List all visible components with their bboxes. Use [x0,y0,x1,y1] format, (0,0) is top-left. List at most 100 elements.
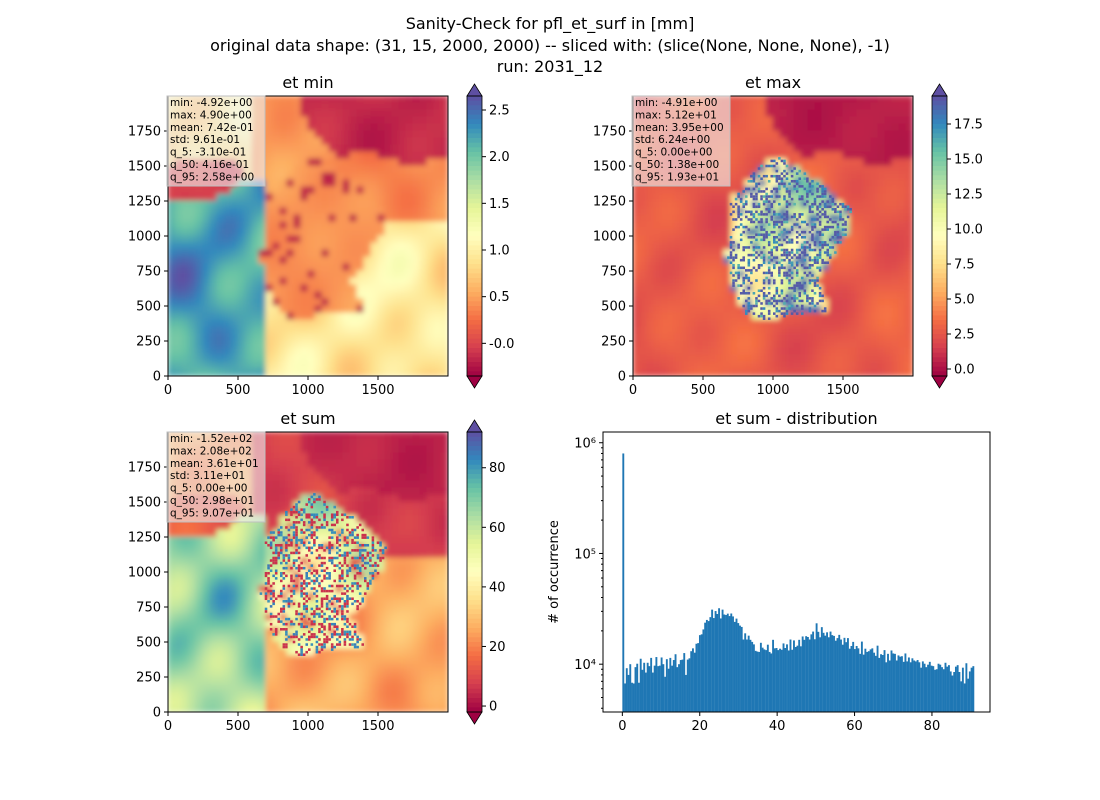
heatmap-speckle-cell [745,312,748,315]
heatmap-cell [891,319,900,328]
heatmap-cell [779,207,788,216]
heatmap-cell [279,102,288,111]
heatmap-cell [877,96,886,104]
heatmap-cell [905,347,913,356]
heatmap-cell [293,263,302,272]
heatmap-cell [258,347,267,356]
heatmap-cell [646,228,655,237]
heatmap-cell [300,459,309,468]
heatmap-cell [405,165,414,174]
heatmap-cell [744,96,753,104]
heatmap-speckle-cell [752,174,756,178]
stats-line: min: -4.91e+00 [635,97,717,109]
heatmap-cell [856,137,865,146]
heatmap-cell [363,536,372,545]
y-tick-label: 1000 [128,230,161,245]
colorbar-segment [467,166,482,172]
heatmap-cell [412,522,421,531]
heatmap-speckle-cell [816,261,819,264]
heatmap-cell [321,165,330,174]
heatmap-cell [321,452,330,461]
colorbar-segment [467,371,482,377]
heatmap-cell [307,494,316,503]
heatmap-speckle-cell [818,223,822,226]
heatmap-cell [230,270,239,279]
heatmap-cell [216,312,225,321]
heatmap-cell [384,298,393,307]
heatmap-speckle-cell [742,304,745,308]
heatmap-cell [793,305,802,314]
heatmap-speckle-cell [813,284,817,287]
heatmap-speckle-cell [813,225,817,229]
heatmap-speckle-cell [745,274,748,277]
heatmap-cell [223,235,232,244]
heatmap-cell [391,347,400,356]
heatmap-cell [688,340,697,349]
colorbar-segment [932,226,947,232]
heatmap-cell [223,557,232,566]
heatmap-cell [849,326,858,335]
heatmap-cell [258,319,267,328]
heatmap-cell [377,137,386,146]
heatmap-cell [342,277,351,286]
heatmap-cell [181,235,190,244]
heatmap-cell [293,480,302,489]
heatmap-cell [181,550,190,559]
heatmap-cell [188,368,197,376]
heatmap-cell [667,263,676,272]
heatmap-cell [667,326,676,335]
heatmap-cell [639,221,648,230]
heatmap-speckle-cell [808,205,812,208]
heatmap-cell [237,326,246,335]
heatmap-cell [272,459,281,468]
heatmap-cell [891,256,900,265]
heatmap-cell [884,277,893,286]
heatmap-cell [793,193,802,202]
heatmap-cell [412,235,421,244]
heatmap-cell [307,270,316,279]
heatmap-cell [279,137,288,146]
heatmap-cell [363,96,372,104]
heatmap-cell [877,221,886,230]
heatmap-cell [863,291,872,300]
heatmap-cell [307,277,316,286]
heatmap-cell [188,319,197,328]
heatmap-speckle-cell [767,243,771,247]
heatmap-cell [419,228,428,237]
heatmap-cell [328,347,337,356]
heatmap-cell [667,235,676,244]
heatmap-cell [237,256,246,265]
heatmap-cell [419,284,428,293]
heatmap-speckle-cell [770,202,773,206]
heatmap-speckle-cell [793,202,796,206]
heatmap-cell [758,200,767,209]
heatmap-cell [168,340,176,349]
heatmap-speckle-cell [734,256,738,259]
heatmap-speckle-cell [770,195,773,198]
heatmap-cell [398,193,407,202]
heatmap-cell [716,242,725,251]
heatmap-cell [286,242,295,251]
heatmap-speckle-cell [778,274,781,277]
heatmap-speckle-cell [836,225,840,229]
heatmap-cell [660,312,669,321]
heatmap-cell [877,333,886,342]
heatmap-cell [307,207,316,216]
heatmap-cell [660,214,669,223]
heatmap-cell [377,256,386,265]
heatmap-cell [723,368,732,376]
heatmap-cell [293,494,302,503]
heatmap-cell [209,193,218,202]
heatmap-cell [821,228,830,237]
heatmap-cell [849,130,858,139]
heatmap-cell [202,529,211,538]
heatmap-cell [884,137,893,146]
heatmap-cell [716,354,725,363]
heatmap-cell [405,158,414,167]
heatmap-cell [328,263,337,272]
heatmap-cell [209,319,218,328]
heatmap-cell [349,543,358,552]
heatmap-cell [405,319,414,328]
heatmap-cell [188,270,197,279]
